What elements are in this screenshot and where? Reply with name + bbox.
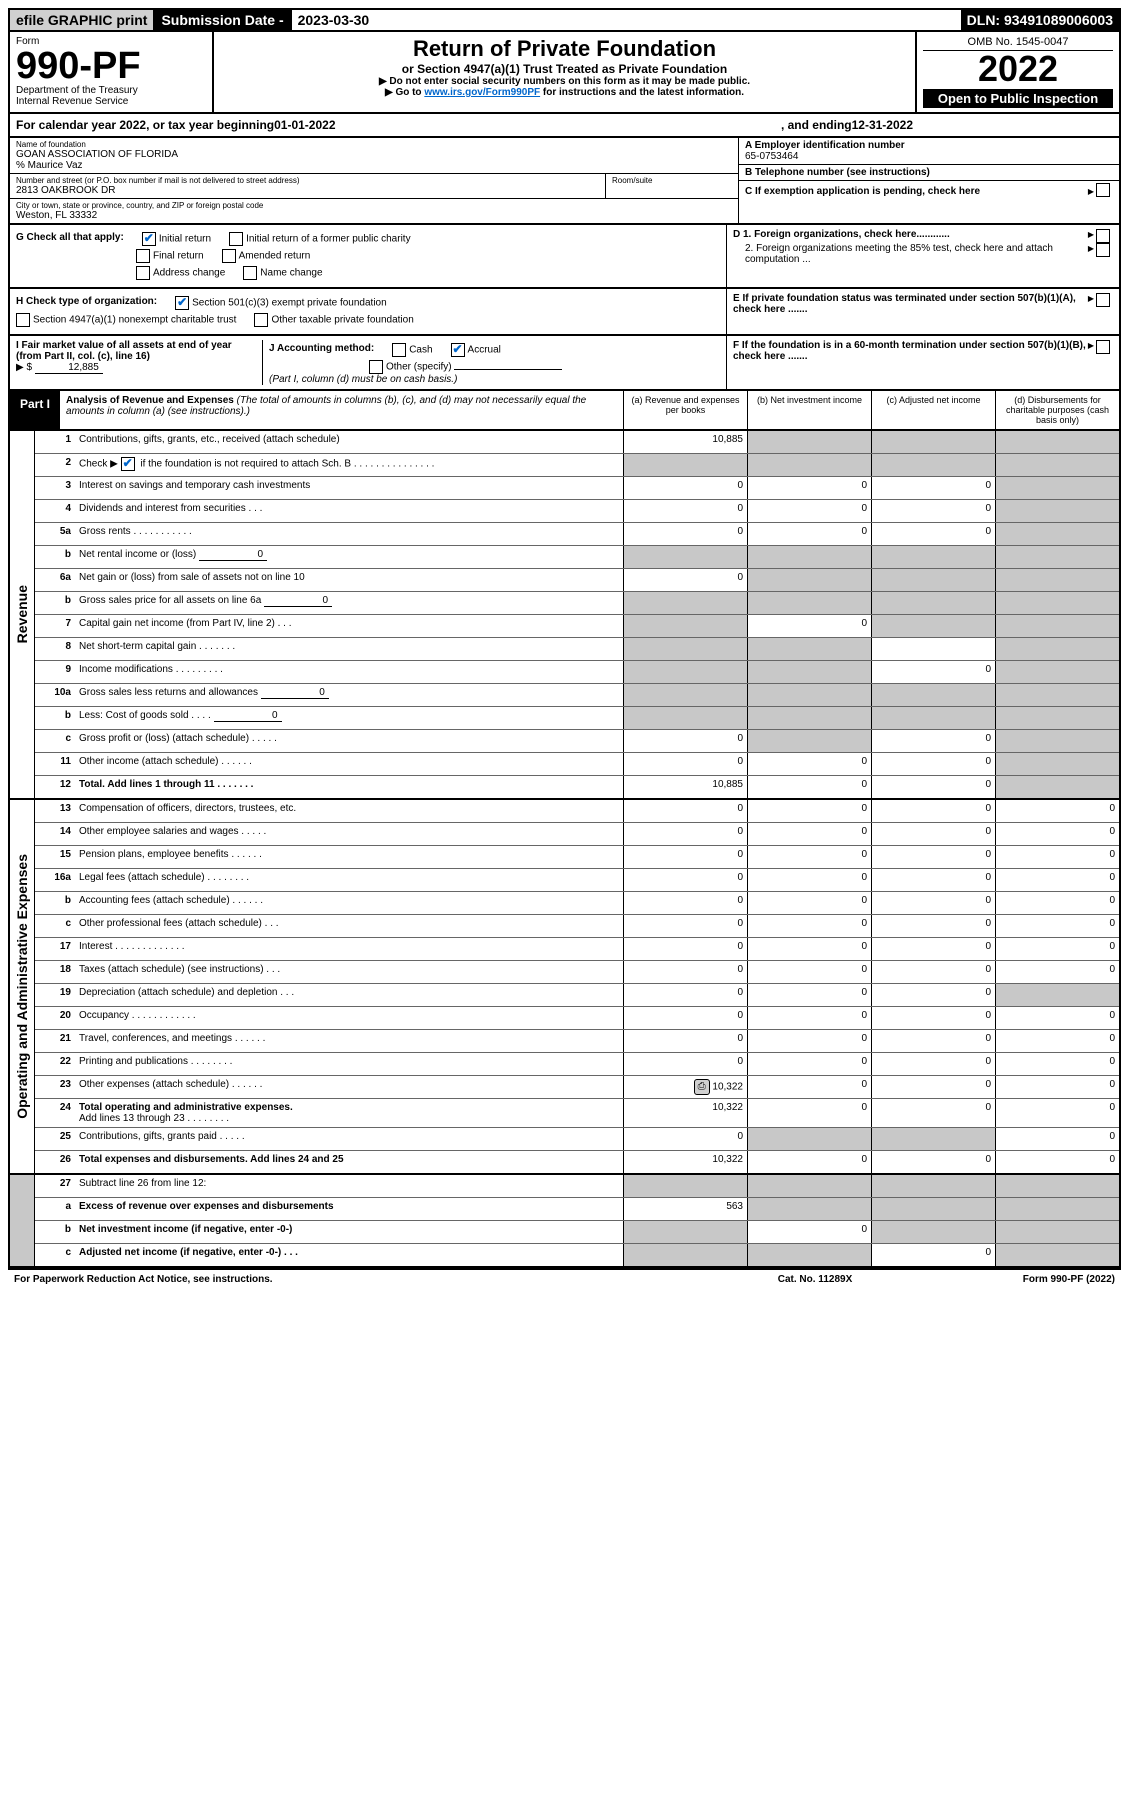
checkbox-other-method[interactable]	[369, 360, 383, 374]
col-b-header: (b) Net investment income	[747, 391, 871, 429]
exemption-pending-cell: C If exemption application is pending, c…	[739, 181, 1119, 199]
care-of: % Maurice Vaz	[16, 160, 732, 171]
expenses-side-label: Operating and Administrative Expenses	[10, 800, 35, 1173]
address-cell: Number and street (or P.O. box number if…	[10, 174, 606, 198]
checkbox-name-change[interactable]	[243, 266, 257, 280]
city-state-zip: Weston, FL 33332	[16, 210, 732, 221]
checkbox-other-taxable[interactable]	[254, 313, 268, 327]
tax-year: 2022	[923, 51, 1113, 87]
revenue-section: Revenue 1Contributions, gifts, grants, e…	[8, 431, 1121, 800]
fmv-value: 12,885	[35, 362, 103, 374]
city-cell: City or town, state or province, country…	[10, 198, 738, 223]
ein-cell: A Employer identification number 65-0753…	[739, 138, 1119, 165]
arrow-icon	[1088, 293, 1096, 315]
h-label: H Check type of organization:	[16, 296, 157, 310]
checkbox-f[interactable]	[1096, 340, 1110, 354]
form-subtitle: or Section 4947(a)(1) Trust Treated as P…	[220, 62, 909, 76]
catalog-number: Cat. No. 11289X	[715, 1274, 915, 1285]
col-c-header: (c) Adjusted net income	[871, 391, 995, 429]
checkbox-501c3[interactable]	[175, 296, 189, 310]
checkbox-4947[interactable]	[16, 313, 30, 327]
calendar-year-row: For calendar year 2022, or tax year begi…	[8, 114, 1121, 138]
open-public-label: Open to Public Inspection	[923, 89, 1113, 108]
dept-label: Department of the Treasury	[16, 85, 206, 96]
arrow-icon	[1088, 186, 1096, 197]
checkbox-section-gd: G Check all that apply: Initial return I…	[8, 225, 1121, 289]
instruction-1: ▶ Do not enter social security numbers o…	[220, 76, 909, 87]
dln-value: DLN: 93491089006003	[961, 10, 1119, 30]
phone-cell: B Telephone number (see instructions)	[739, 165, 1119, 181]
checkbox-schb[interactable]	[121, 457, 135, 471]
checkbox-d1[interactable]	[1096, 229, 1110, 243]
checkbox-e[interactable]	[1096, 293, 1110, 307]
entity-info-block: Name of foundation GOAN ASSOCIATION OF F…	[8, 138, 1121, 225]
year-begin: 01-01-2022	[274, 118, 335, 132]
instruction-2: ▶ Go to www.irs.gov/Form990PF for instru…	[220, 87, 909, 98]
checkbox-initial-return[interactable]	[142, 232, 156, 246]
checkbox-initial-former[interactable]	[229, 232, 243, 246]
checkbox-cash[interactable]	[392, 343, 406, 357]
header-bar: efile GRAPHIC print Submission Date - 20…	[8, 8, 1121, 32]
paperwork-notice: For Paperwork Reduction Act Notice, see …	[14, 1274, 715, 1285]
form-title: Return of Private Foundation	[220, 36, 909, 62]
part1-header: Part I Analysis of Revenue and Expenses …	[8, 391, 1121, 431]
part-label: Part I	[10, 391, 60, 429]
irs-label: Internal Revenue Service	[16, 96, 206, 107]
submission-date-value: 2023-03-30	[292, 10, 376, 30]
checkbox-section-ijf: I Fair market value of all assets at end…	[8, 336, 1121, 391]
form-id-block: Form 990-PF Department of the Treasury I…	[10, 32, 214, 112]
checkbox-section-he: H Check type of organization: Section 50…	[8, 289, 1121, 336]
form-year-block: OMB No. 1545-0047 2022 Open to Public In…	[915, 32, 1119, 112]
checkbox-final-return[interactable]	[136, 249, 150, 263]
checkbox-address-change[interactable]	[136, 266, 150, 280]
form-number: 990-PF	[16, 47, 206, 85]
arrow-icon	[1088, 243, 1096, 265]
col-a-header: (a) Revenue and expenses per books	[623, 391, 747, 429]
part-description: Analysis of Revenue and Expenses (The to…	[60, 391, 623, 429]
form-header: Form 990-PF Department of the Treasury I…	[8, 32, 1121, 114]
col-d-header: (d) Disbursements for charitable purpose…	[995, 391, 1119, 429]
room-cell: Room/suite	[606, 174, 738, 198]
page-footer: For Paperwork Reduction Act Notice, see …	[8, 1268, 1121, 1289]
summary-section: 27Subtract line 26 from line 12: aExcess…	[8, 1175, 1121, 1268]
street-address: 2813 OAKBROOK DR	[16, 185, 599, 196]
checkbox-accrual[interactable]	[451, 343, 465, 357]
g-label: G Check all that apply:	[16, 232, 124, 246]
revenue-side-label: Revenue	[10, 431, 35, 798]
year-end: 12-31-2022	[852, 118, 913, 132]
attachment-icon[interactable]: ⎙	[694, 1079, 710, 1095]
form-footer-label: Form 990-PF (2022)	[915, 1274, 1115, 1285]
foundation-name-cell: Name of foundation GOAN ASSOCIATION OF F…	[10, 138, 738, 174]
form-link[interactable]: www.irs.gov/Form990PF	[424, 87, 540, 98]
expenses-section: Operating and Administrative Expenses 13…	[8, 800, 1121, 1175]
submission-date-label: Submission Date -	[155, 10, 291, 30]
arrow-icon	[1088, 340, 1096, 362]
form-title-block: Return of Private Foundation or Section …	[214, 32, 915, 112]
checkbox-amended-return[interactable]	[222, 249, 236, 263]
ein-value: 65-0753464	[745, 151, 1113, 162]
efile-print-button[interactable]: efile GRAPHIC print	[10, 10, 155, 30]
checkbox-c[interactable]	[1096, 183, 1110, 197]
checkbox-d2[interactable]	[1096, 243, 1110, 257]
arrow-icon	[1088, 229, 1096, 243]
foundation-name: GOAN ASSOCIATION OF FLORIDA	[16, 149, 732, 160]
